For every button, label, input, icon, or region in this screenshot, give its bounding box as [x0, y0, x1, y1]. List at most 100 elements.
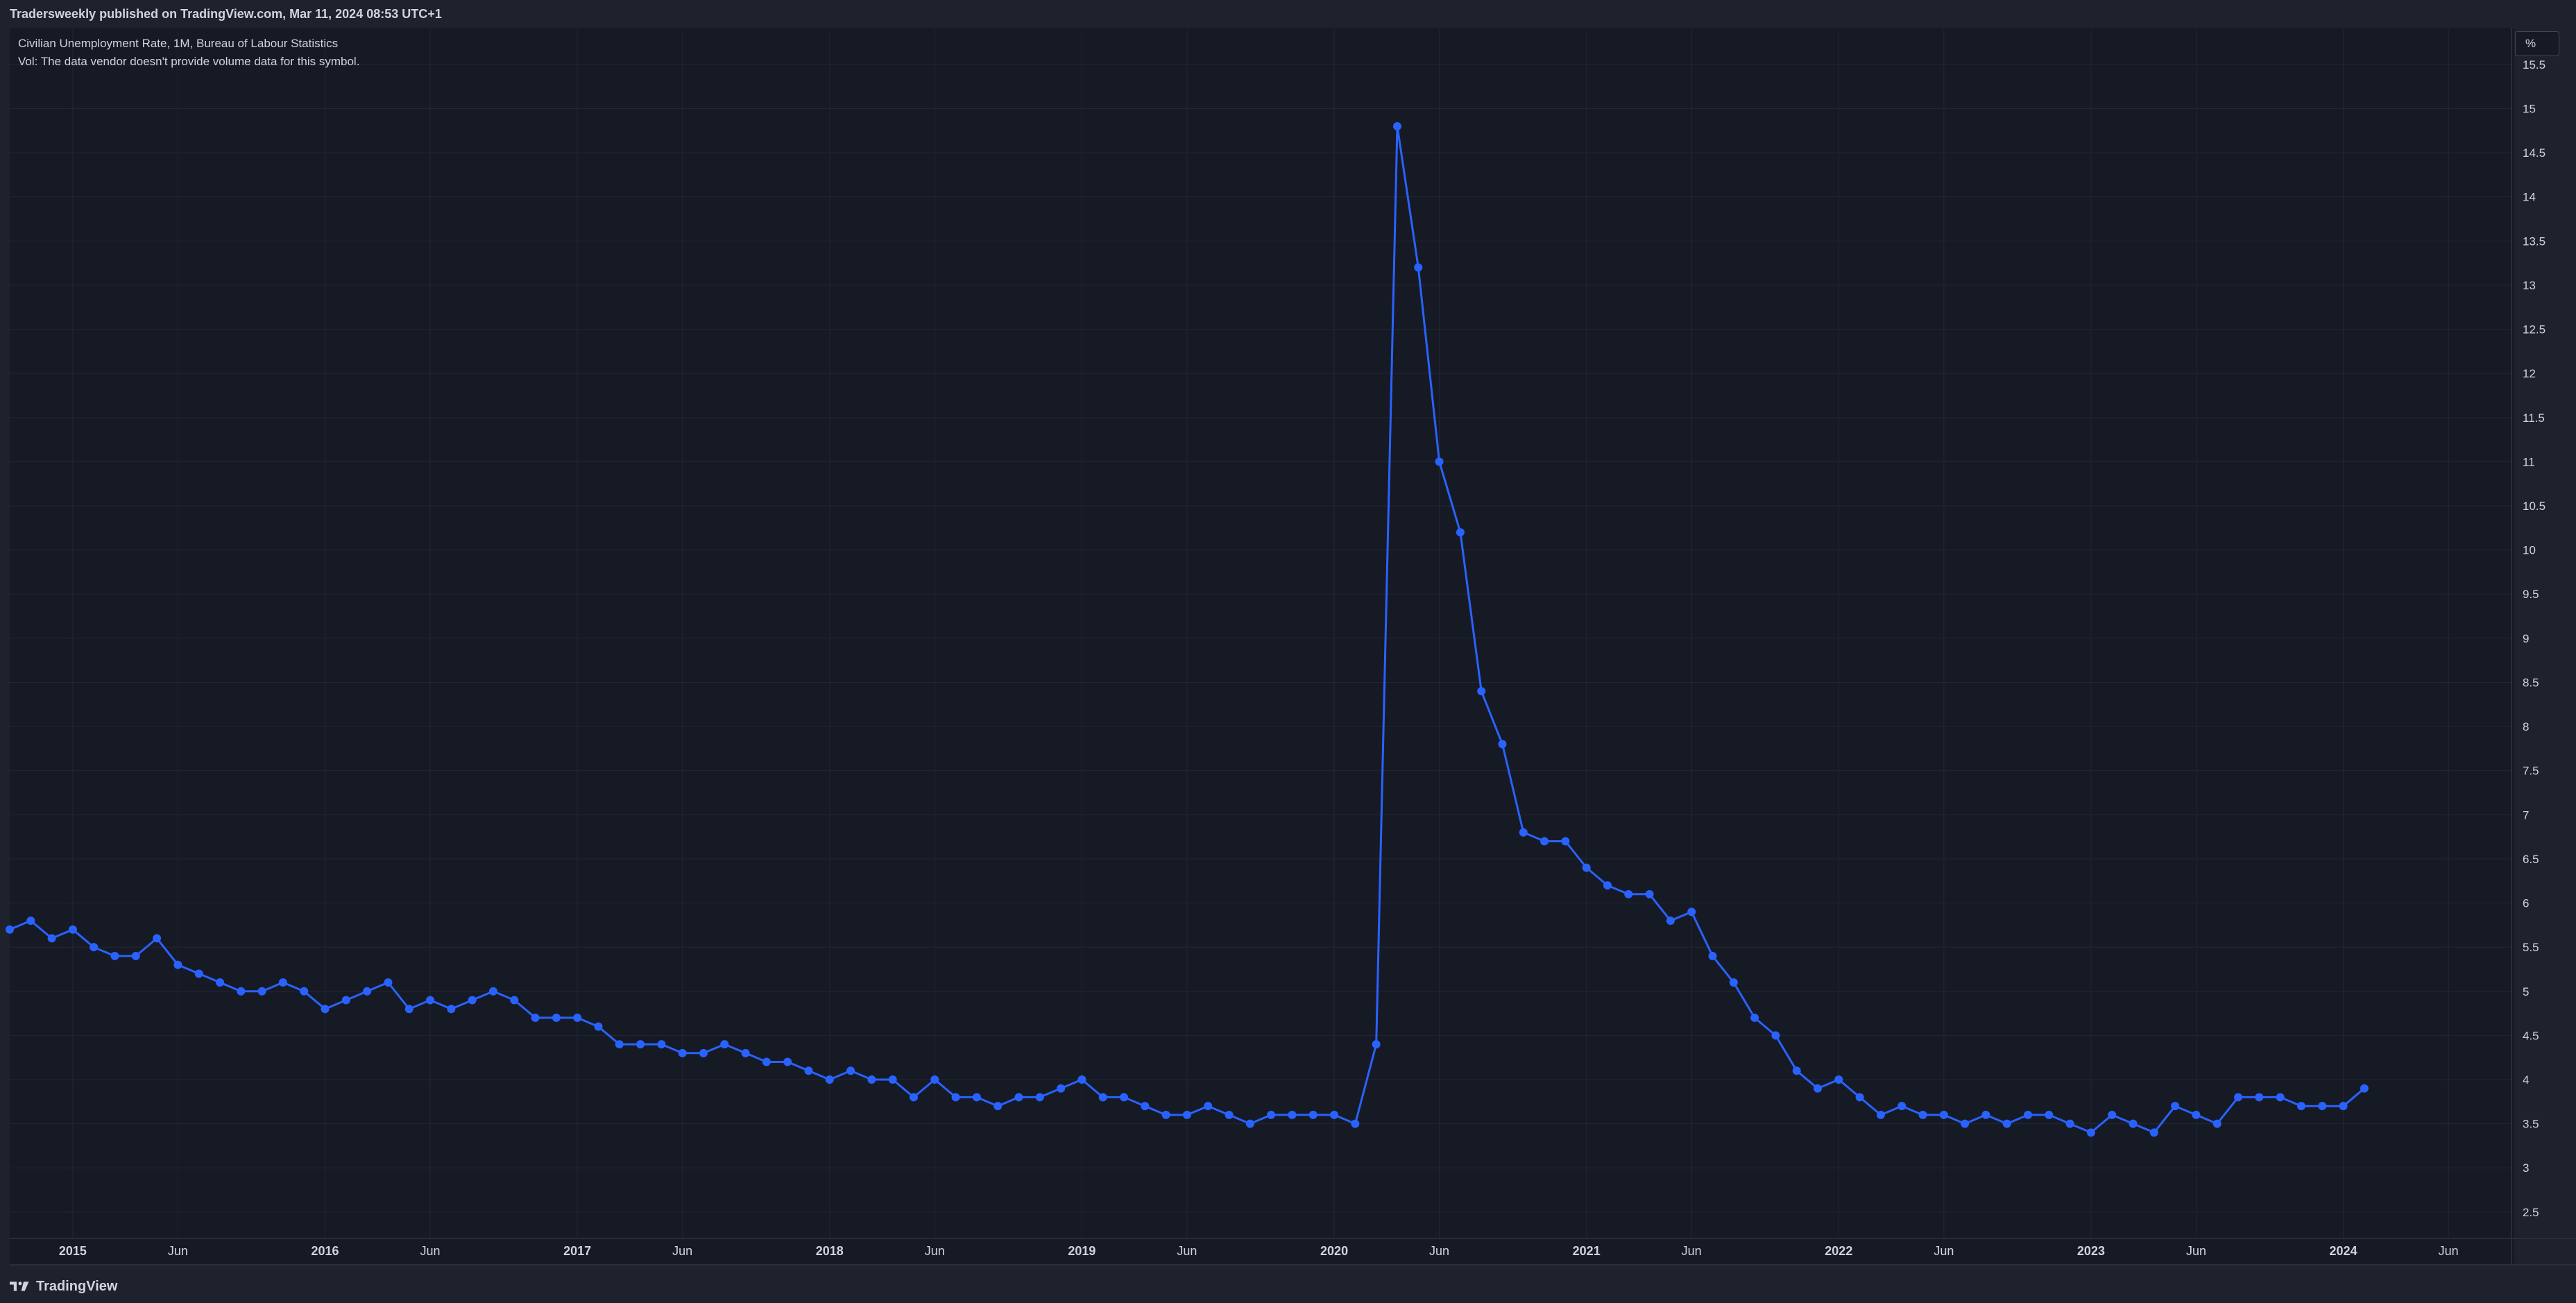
data-point[interactable]	[110, 951, 119, 960]
data-point[interactable]	[1939, 1110, 1948, 1119]
data-point[interactable]	[1308, 1110, 1317, 1119]
data-point[interactable]	[1057, 1084, 1066, 1093]
data-point[interactable]	[173, 960, 182, 969]
data-point[interactable]	[1540, 837, 1549, 846]
data-point[interactable]	[762, 1057, 771, 1066]
data-point[interactable]	[888, 1075, 897, 1084]
data-point[interactable]	[1077, 1075, 1086, 1084]
data-point[interactable]	[594, 1022, 603, 1031]
data-point[interactable]	[384, 978, 393, 987]
data-point[interactable]	[278, 978, 287, 987]
data-point[interactable]	[699, 1048, 708, 1057]
data-point[interactable]	[404, 1005, 413, 1014]
data-point[interactable]	[1498, 740, 1507, 749]
chart-area[interactable]	[10, 28, 2514, 1265]
data-point[interactable]	[2296, 1102, 2305, 1111]
data-point[interactable]	[1855, 1093, 1864, 1102]
data-point[interactable]	[194, 969, 203, 978]
data-point[interactable]	[1582, 863, 1591, 872]
data-point[interactable]	[1918, 1110, 1927, 1119]
data-point[interactable]	[1392, 121, 1401, 130]
data-point[interactable]	[1729, 978, 1738, 987]
data-point[interactable]	[2065, 1119, 2074, 1128]
data-point[interactable]	[488, 987, 497, 996]
data-point[interactable]	[867, 1075, 876, 1084]
data-point[interactable]	[2192, 1110, 2201, 1119]
data-point[interactable]	[1330, 1110, 1339, 1119]
data-point[interactable]	[1372, 1040, 1381, 1049]
data-point[interactable]	[468, 996, 477, 1005]
data-point[interactable]	[573, 1013, 582, 1022]
data-point[interactable]	[1035, 1093, 1044, 1102]
data-point[interactable]	[1814, 1084, 1823, 1093]
data-point[interactable]	[1708, 951, 1717, 960]
data-point[interactable]	[1014, 1093, 1023, 1102]
data-point[interactable]	[2045, 1110, 2054, 1119]
data-point[interactable]	[341, 996, 350, 1005]
data-point[interactable]	[846, 1066, 855, 1075]
data-point[interactable]	[1161, 1110, 1170, 1119]
data-point[interactable]	[531, 1013, 540, 1022]
data-point[interactable]	[1897, 1102, 1907, 1111]
data-point[interactable]	[1267, 1110, 1276, 1119]
data-point[interactable]	[741, 1048, 750, 1057]
data-point[interactable]	[993, 1102, 1003, 1111]
data-point[interactable]	[1435, 457, 1444, 466]
data-point[interactable]	[720, 1040, 729, 1049]
data-point[interactable]	[2108, 1110, 2117, 1119]
data-point[interactable]	[26, 916, 35, 925]
data-point[interactable]	[804, 1066, 813, 1075]
data-point[interactable]	[1666, 916, 1675, 925]
data-point[interactable]	[1414, 263, 1423, 272]
data-point[interactable]	[2234, 1093, 2243, 1102]
data-point[interactable]	[363, 987, 372, 996]
data-point[interactable]	[1182, 1110, 1191, 1119]
data-point[interactable]	[657, 1040, 666, 1049]
data-point[interactable]	[1603, 881, 1612, 890]
data-point[interactable]	[930, 1075, 939, 1084]
data-point[interactable]	[321, 1005, 330, 1014]
data-point[interactable]	[1204, 1102, 1213, 1111]
data-point[interactable]	[1561, 837, 1570, 846]
data-point[interactable]	[1792, 1066, 1801, 1075]
data-point[interactable]	[1456, 528, 1465, 537]
data-point[interactable]	[2086, 1128, 2095, 1137]
data-point[interactable]	[1288, 1110, 1297, 1119]
data-point[interactable]	[6, 925, 14, 934]
data-point[interactable]	[1645, 889, 1654, 899]
data-point[interactable]	[678, 1048, 687, 1057]
data-point[interactable]	[510, 996, 519, 1005]
data-point[interactable]	[615, 1040, 624, 1049]
data-point[interactable]	[2171, 1102, 2180, 1111]
data-point[interactable]	[1098, 1093, 1107, 1102]
data-point[interactable]	[131, 951, 140, 960]
data-point[interactable]	[1245, 1119, 1254, 1128]
data-point[interactable]	[257, 987, 266, 996]
data-point[interactable]	[1961, 1119, 1970, 1128]
data-point[interactable]	[2002, 1119, 2011, 1128]
data-point[interactable]	[1477, 687, 1486, 696]
data-point[interactable]	[89, 943, 99, 952]
data-point[interactable]	[1750, 1013, 1759, 1022]
data-point[interactable]	[1120, 1093, 1129, 1102]
data-point[interactable]	[1624, 889, 1633, 899]
data-point[interactable]	[1351, 1119, 1360, 1128]
data-point[interactable]	[2276, 1093, 2285, 1102]
data-point[interactable]	[447, 1005, 456, 1014]
data-point[interactable]	[2318, 1102, 2327, 1111]
data-point[interactable]	[2255, 1093, 2264, 1102]
data-point[interactable]	[153, 934, 162, 943]
data-point[interactable]	[1876, 1110, 1885, 1119]
data-point[interactable]	[68, 925, 77, 934]
data-point[interactable]	[1771, 1031, 1780, 1040]
data-point[interactable]	[1225, 1110, 1234, 1119]
data-point[interactable]	[2360, 1084, 2369, 1093]
data-point[interactable]	[783, 1057, 792, 1066]
data-point[interactable]	[825, 1075, 834, 1084]
data-point[interactable]	[2129, 1119, 2138, 1128]
data-point[interactable]	[300, 987, 309, 996]
data-point[interactable]	[1981, 1110, 1990, 1119]
data-point[interactable]	[1687, 908, 1696, 917]
data-point[interactable]	[237, 987, 246, 996]
